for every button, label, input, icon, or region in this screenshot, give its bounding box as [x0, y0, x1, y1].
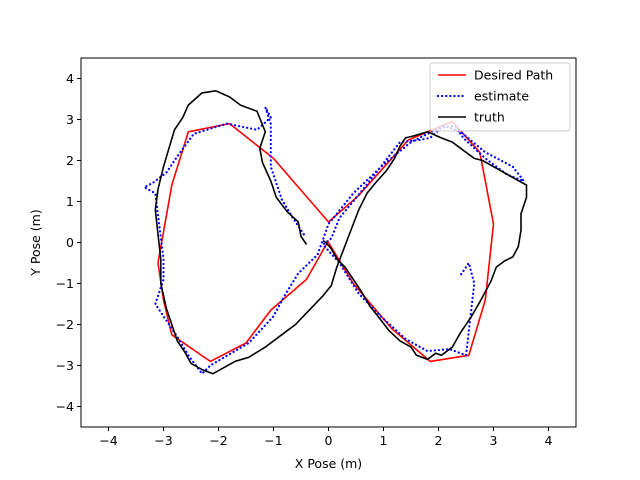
y-tick-label: 2	[66, 153, 74, 168]
x-tick-label: 3	[490, 433, 498, 448]
x-tick-label: 4	[545, 433, 553, 448]
y-tick-label: 3	[66, 112, 74, 127]
x-tick-label: −2	[209, 433, 227, 448]
series-line-truth	[154, 90, 528, 375]
x-axis-label: X Pose (m)	[295, 456, 362, 471]
y-tick-label: −4	[56, 399, 74, 414]
legend-box	[429, 62, 571, 132]
y-axis-ticks: −4 −3 −2 −1 0 1 2 3 4	[56, 71, 81, 414]
x-tick-label: 2	[435, 433, 443, 448]
x-axis-ticks: −4 −3 −2 −1 0 1 2 3 4	[99, 427, 553, 448]
x-tick-label: 1	[380, 433, 388, 448]
legend-label: truth	[474, 110, 505, 125]
y-tick-label: −1	[56, 276, 74, 291]
y-tick-label: 0	[66, 235, 74, 250]
y-tick-label: −2	[56, 317, 74, 332]
x-tick-label: −3	[154, 433, 172, 448]
series-line-desired-path	[157, 120, 495, 363]
y-tick-label: 1	[66, 194, 74, 209]
plot-lines	[143, 90, 528, 375]
legend-label: Desired Path	[474, 68, 553, 83]
y-tick-label: −3	[56, 358, 74, 373]
legend-label: estimate	[474, 89, 529, 104]
y-tick-label: 4	[66, 71, 74, 86]
x-tick-label: 0	[325, 433, 333, 448]
x-tick-label: −1	[264, 433, 282, 448]
y-axis-label: Y Pose (m)	[28, 209, 43, 276]
x-tick-label: −4	[99, 433, 117, 448]
series-line-estimate	[143, 106, 525, 375]
legend: Desired Path estimate truth	[429, 62, 571, 132]
